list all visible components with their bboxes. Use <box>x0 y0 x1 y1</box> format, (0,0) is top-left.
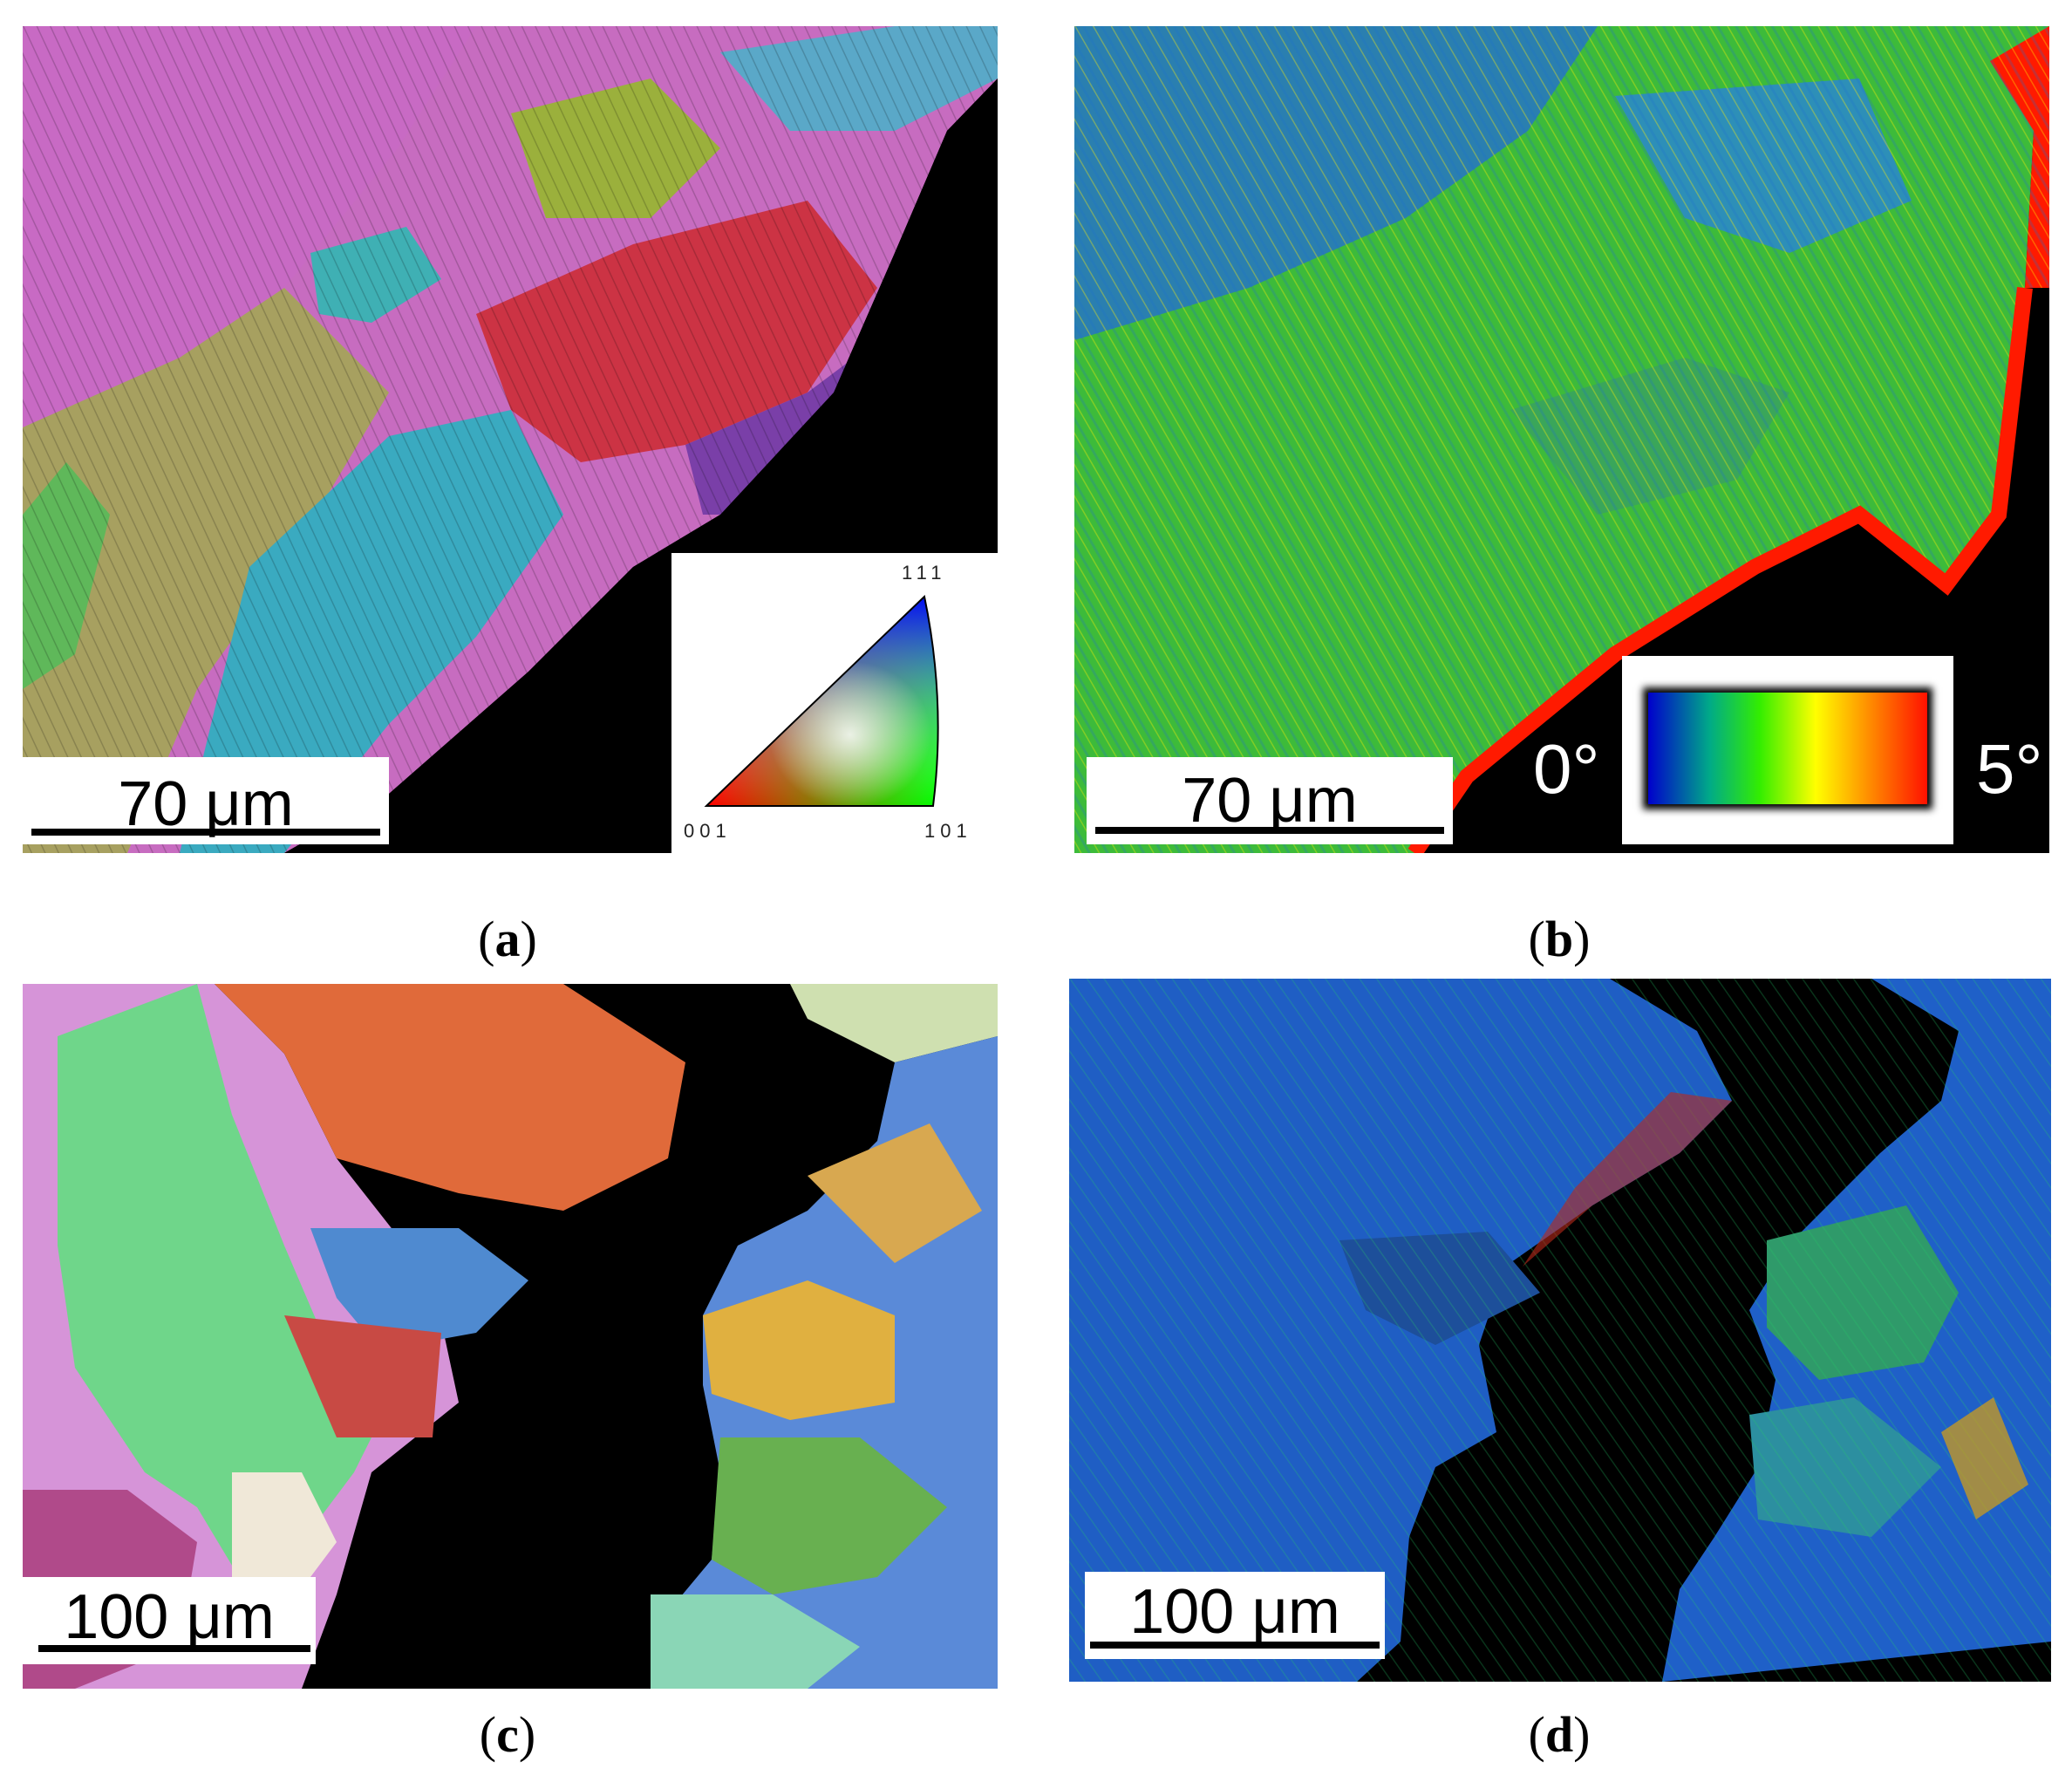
ipf-label-001: 001 <box>684 820 732 842</box>
caption-b: (b) <box>1528 911 1591 967</box>
scale-bar-b: 70 μm <box>1087 757 1453 844</box>
kam-color-key <box>1622 656 1953 844</box>
scale-bar-a-label: 70 μm <box>118 769 294 839</box>
scale-bar-c-label: 100 μm <box>64 1582 275 1652</box>
scale-bar-d-line <box>1090 1642 1380 1649</box>
scale-bar-a: 70 μm <box>23 757 389 844</box>
scale-bar-c-line <box>38 1645 310 1652</box>
kam-map-b-image <box>1074 26 2049 853</box>
kam-max-label: 5° <box>1976 730 2043 808</box>
panel-c-ipf-map: 100 μm <box>23 984 998 1689</box>
scale-bar-d-label: 100 μm <box>1129 1577 1340 1647</box>
scale-bar-b-line <box>1095 827 1444 834</box>
panel-a-ipf-map: 70 μm 111 <box>23 26 998 853</box>
kam-min-label: 0° <box>1533 730 1600 808</box>
scale-bar-a-line <box>31 829 380 836</box>
panel-b-kam-map: 70 μm 0° 5° <box>1074 26 2049 853</box>
kam-color-bar <box>1648 693 1927 804</box>
caption-d: (d) <box>1528 1706 1591 1763</box>
ipf-label-111: 111 <box>902 562 947 584</box>
ipf-map-a-image <box>23 26 998 853</box>
ipf-label-101: 101 <box>924 820 972 842</box>
panel-d-kam-map: 100 μm <box>1069 979 2051 1682</box>
ipf-triangle <box>704 595 939 807</box>
scale-bar-d: 100 μm <box>1085 1572 1385 1659</box>
kam-map-d-image <box>1069 979 2051 1682</box>
ipf-map-c-image <box>23 984 998 1689</box>
caption-c: (c) <box>479 1706 536 1763</box>
caption-a: (a) <box>478 911 537 967</box>
scale-bar-c: 100 μm <box>23 1577 316 1664</box>
ipf-color-key: 111 001 101 <box>671 553 998 853</box>
scale-bar-b-label: 70 μm <box>1182 766 1358 836</box>
